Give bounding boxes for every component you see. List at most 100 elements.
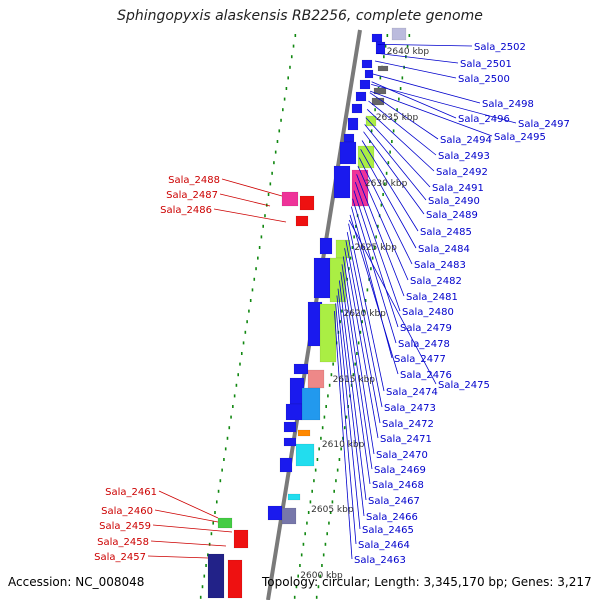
track-dot (267, 193, 270, 196)
gene-feature (281, 507, 297, 525)
gene-connector (365, 117, 431, 188)
track-dot (356, 352, 358, 355)
track-dot (355, 224, 357, 228)
track-dot (318, 447, 320, 451)
gene-connector (353, 190, 399, 328)
gene-label-forward: Sala_2466 (366, 512, 418, 523)
gene-label-forward: Sala_2467 (368, 496, 420, 507)
gene-label-forward: Sala_2482 (410, 276, 462, 287)
track-dot (248, 309, 250, 313)
track-dot (262, 224, 264, 228)
track-dot (348, 267, 350, 271)
gene-connector (368, 100, 437, 156)
gene-feature (313, 257, 331, 299)
gene-label-reverse: Sala_2457 (94, 552, 146, 563)
track-dot (274, 150, 277, 154)
gene-label-forward: Sala_2470 (376, 450, 428, 461)
gene-connector (371, 81, 457, 119)
track-dot (342, 436, 344, 440)
track-dot (398, 97, 400, 101)
gene-feature (371, 33, 383, 43)
track-dot (370, 129, 373, 133)
gene-feature (285, 403, 303, 421)
track-dot (221, 468, 223, 472)
gene-connector (150, 540, 227, 547)
gene-label-forward: Sala_2491 (432, 183, 484, 194)
gene-feature (361, 59, 373, 69)
track-dot (287, 76, 289, 80)
gene-connector (344, 248, 379, 439)
track-dot (326, 532, 328, 536)
map-title: Sphingopyxis alaskensis RB2256, complete… (117, 8, 483, 24)
track-dot (304, 532, 306, 536)
track-dot (330, 373, 333, 377)
track-dot (394, 118, 397, 122)
track-dot (328, 521, 330, 525)
track-dot (249, 299, 252, 302)
gene-connector (361, 140, 419, 232)
gene-feature (283, 437, 297, 447)
track-dot (208, 542, 211, 546)
track-dot (246, 320, 248, 324)
scale-label: 2615 kbp (333, 375, 376, 385)
track-dot (324, 542, 327, 546)
gene-label-forward: Sala_2468 (372, 480, 424, 491)
gene-label-reverse: Sala_2459 (99, 521, 151, 532)
track-dot (278, 129, 281, 133)
track-dot (401, 76, 404, 80)
track-dot (271, 171, 273, 175)
connector-layer (147, 43, 517, 560)
gene-connector (335, 303, 357, 545)
track-dot (219, 479, 222, 483)
track-dot (306, 521, 308, 525)
accession-label: Accession: NC_008048 (8, 575, 145, 589)
track-dot (392, 129, 395, 133)
gene-feature (339, 141, 357, 165)
gene-connector (334, 311, 353, 560)
gene-label-forward: Sala_2471 (380, 434, 432, 445)
gene-connector (358, 157, 413, 265)
track-dot (329, 511, 332, 514)
gene-feature (359, 79, 371, 90)
track-dot (269, 182, 272, 186)
gene-label-forward: Sala_2478 (398, 339, 450, 350)
gene-feature (227, 559, 243, 599)
track-dot (311, 489, 313, 493)
track-dot (406, 44, 409, 48)
scale-label: 2600 kbp (300, 571, 343, 581)
track-dot (359, 330, 362, 334)
gene-label-reverse: Sala_2486 (160, 205, 212, 216)
track-dot (309, 500, 312, 504)
track-dot (322, 553, 325, 557)
gene-label-forward: Sala_2481 (406, 292, 458, 303)
gene-connector (376, 52, 459, 64)
track-dot (354, 362, 356, 366)
track-dot (357, 341, 360, 345)
gene-connector (337, 288, 365, 517)
gene-feature (287, 493, 301, 501)
gene-feature (267, 505, 283, 521)
gene-feature (365, 115, 377, 127)
track-dot (233, 394, 236, 398)
track-dot (258, 246, 261, 249)
track-dot (228, 426, 231, 430)
track-dot (332, 362, 334, 366)
gene-feature (375, 41, 386, 55)
gene-label-forward: Sala_2474 (386, 387, 438, 398)
track-dot (203, 574, 206, 578)
gene-connector (340, 272, 371, 485)
gene-label-forward: Sala_2496 (458, 114, 510, 125)
gene-connector (147, 555, 209, 559)
gene-connector (348, 223, 385, 392)
track-dot (333, 489, 335, 493)
track-dot (341, 309, 343, 313)
track-dot (377, 224, 379, 228)
gene-connector (345, 240, 381, 424)
track-dot (345, 415, 348, 419)
track-dot (205, 564, 207, 567)
gene-label-reverse: Sala_2460 (101, 506, 153, 517)
track-dot (201, 585, 204, 589)
gene-feature (301, 387, 321, 421)
track-dot (232, 405, 234, 408)
track-dot (210, 532, 213, 536)
